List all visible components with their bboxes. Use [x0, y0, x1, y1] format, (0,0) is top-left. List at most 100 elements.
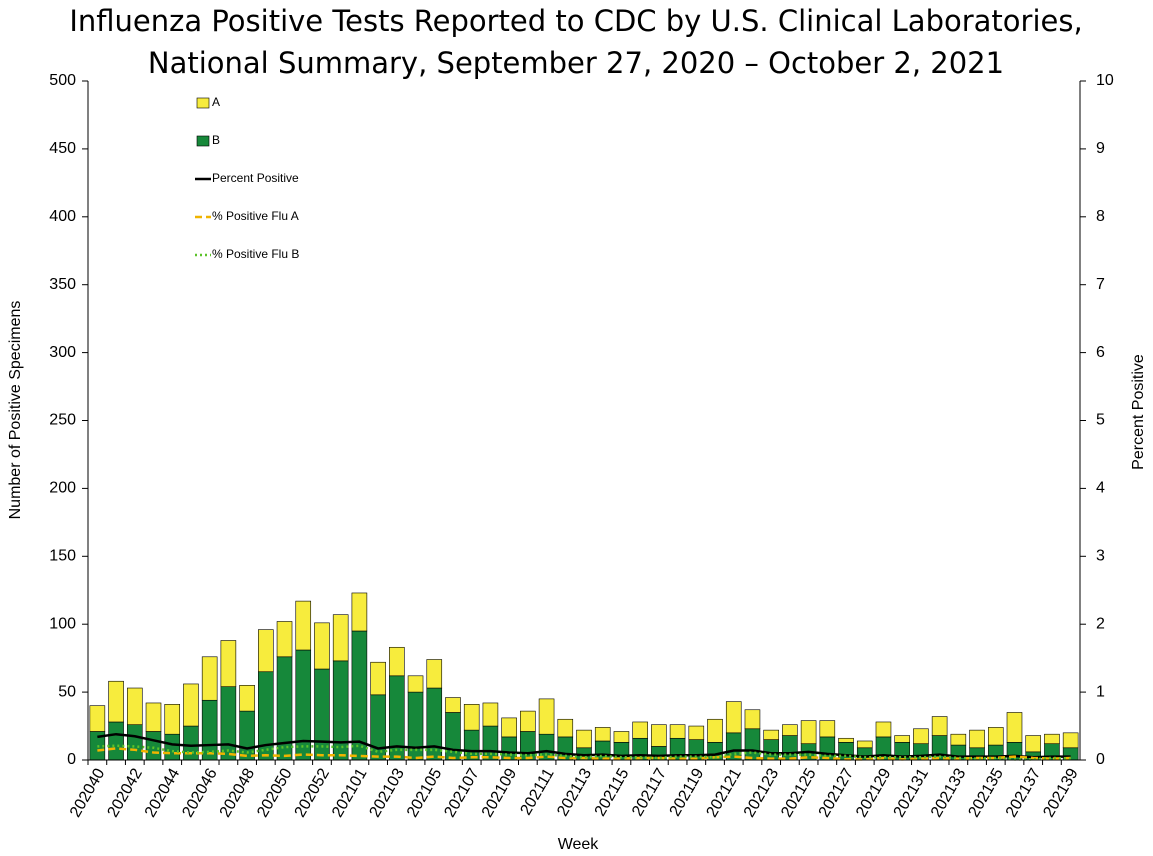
y2-tick-label: 9 — [1096, 140, 1105, 157]
bar — [482, 702, 499, 727]
y2-tick-label: 1 — [1096, 683, 1105, 700]
bar — [744, 709, 761, 730]
bar — [651, 724, 667, 747]
legend-label: % Positive Flu B — [212, 247, 299, 261]
x-tick-label: 202050 — [254, 766, 295, 821]
bar — [782, 724, 798, 736]
bar — [520, 710, 536, 732]
x-tick-label: 202125 — [778, 766, 819, 821]
bar — [856, 740, 873, 749]
bar — [145, 731, 162, 761]
bar — [295, 649, 312, 761]
bar — [613, 731, 630, 743]
bar — [763, 729, 779, 740]
bar — [201, 656, 218, 701]
bar — [538, 698, 555, 735]
bar — [108, 680, 124, 723]
x-tick-label: 202044 — [142, 766, 183, 821]
bar — [501, 717, 517, 738]
y-tick-label: 200 — [49, 480, 76, 497]
y-tick-label: 500 — [49, 72, 76, 89]
y2-tick-label: 0 — [1096, 751, 1105, 768]
x-tick-label: 202107 — [441, 766, 482, 821]
x-tick-label: 202111 — [517, 766, 557, 819]
bar — [1025, 735, 1041, 753]
bar — [145, 702, 162, 732]
bar — [201, 699, 218, 761]
bar — [688, 725, 705, 740]
y2-tick-label: 3 — [1096, 548, 1105, 565]
bar — [127, 724, 143, 761]
y-axis-label: Number of Positive Specimens — [7, 301, 24, 520]
x-tick-label: 202139 — [1040, 766, 1081, 821]
x-tick-label: 202119 — [667, 766, 708, 820]
bar — [1062, 732, 1079, 749]
y2-tick-label: 10 — [1096, 72, 1114, 89]
x-tick-label: 202113 — [554, 766, 595, 820]
bar — [276, 621, 293, 658]
bar — [950, 733, 967, 746]
bar — [164, 704, 181, 735]
bar — [183, 725, 199, 761]
y2-tick-label: 4 — [1096, 480, 1105, 497]
x-tick-label: 202040 — [67, 766, 108, 821]
y-tick-label: 250 — [49, 412, 76, 429]
bar — [426, 659, 443, 689]
x-tick-label: 202129 — [853, 766, 894, 821]
x-tick-label: 202121 — [703, 766, 744, 821]
line-series — [97, 747, 1071, 761]
legend-label: Percent Positive — [212, 171, 299, 185]
bar — [819, 720, 836, 738]
bar — [164, 733, 181, 761]
bar — [632, 721, 648, 739]
bar — [969, 729, 985, 749]
bar — [763, 739, 779, 761]
bar — [258, 629, 274, 673]
x-tick-label: 202115 — [592, 766, 633, 820]
bar — [239, 685, 255, 712]
bar — [838, 742, 854, 761]
bar — [1044, 733, 1060, 745]
bar — [463, 729, 480, 761]
bar — [445, 712, 461, 761]
bar — [332, 660, 349, 761]
x-tick-label: 202117 — [629, 766, 670, 820]
bar — [725, 701, 742, 734]
bar — [931, 716, 948, 736]
bar — [669, 724, 686, 739]
x-tick-label: 202046 — [179, 766, 220, 821]
bar — [389, 646, 405, 677]
bar — [220, 640, 237, 687]
bar — [987, 727, 1004, 746]
bar — [557, 718, 574, 738]
bar — [894, 735, 910, 743]
bar — [520, 731, 536, 761]
x-tick-label: 202103 — [367, 766, 408, 821]
x-tick-label: 202048 — [217, 766, 258, 821]
bar — [183, 683, 199, 727]
x-tick-label: 202131 — [891, 766, 932, 821]
bar — [463, 704, 480, 731]
bar — [351, 592, 368, 632]
bar — [838, 737, 854, 743]
y2-tick-label: 8 — [1096, 208, 1105, 225]
bar — [669, 737, 686, 761]
x-tick-label: 202127 — [816, 766, 857, 821]
y-tick-label: 400 — [49, 208, 76, 225]
bar — [108, 721, 124, 761]
y2-tick-label: 6 — [1096, 344, 1105, 361]
bar — [445, 697, 461, 713]
bar — [707, 718, 723, 743]
bar — [594, 727, 611, 742]
x-tick-label: 202052 — [292, 766, 333, 821]
x-tick-label: 202101 — [329, 766, 370, 821]
bar — [744, 728, 761, 761]
y2-tick-label: 2 — [1096, 615, 1105, 632]
y2-tick-label: 7 — [1096, 276, 1105, 293]
legend-label: A — [212, 95, 220, 109]
legend-swatch — [196, 97, 210, 109]
legend-label: % Positive Flu A — [212, 209, 299, 223]
bar — [370, 694, 386, 761]
line-series — [97, 732, 1071, 759]
